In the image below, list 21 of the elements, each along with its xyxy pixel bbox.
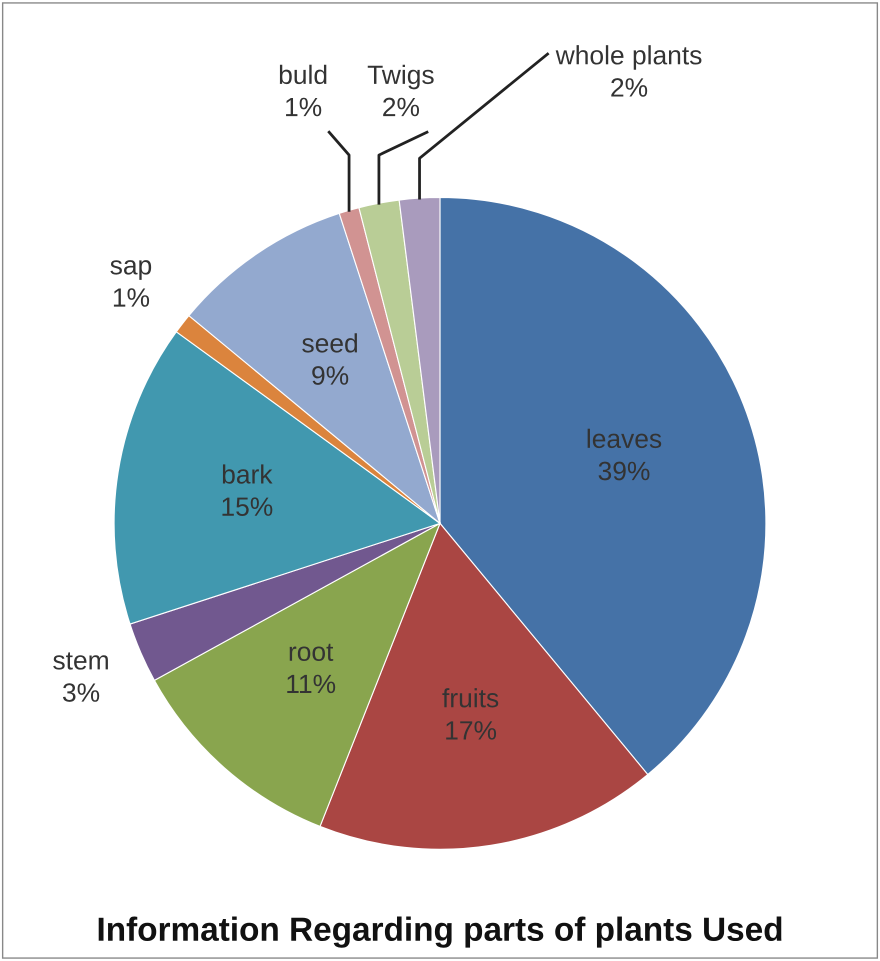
data-label: 2%: [611, 78, 648, 97]
slice-label: Twigs: [368, 64, 434, 90]
data-label: 17%: [446, 721, 496, 740]
slice-label: stem: [53, 652, 108, 670]
slice-label: buld: [280, 64, 326, 84]
slice-label: bark: [222, 464, 273, 484]
slice-label: root: [290, 644, 334, 662]
data-label: 9%: [312, 366, 348, 385]
slice-label: leaves: [588, 428, 662, 448]
slice-label: sap: [110, 260, 152, 280]
data-label: 15%: [222, 497, 272, 516]
slice-label: fruits: [442, 688, 498, 708]
data-label: 3%: [62, 683, 100, 702]
data-label: 1%: [286, 98, 322, 116]
data-label: 39%: [598, 462, 650, 480]
slice-label: whole plants: [556, 45, 702, 70]
data-label: 11%: [287, 674, 336, 694]
data-label: 2%: [383, 98, 420, 116]
text: Information Regarding parts of plants Used: [98, 916, 782, 948]
data-label: 1%: [114, 288, 150, 307]
slice-label: seed: [302, 333, 357, 353]
